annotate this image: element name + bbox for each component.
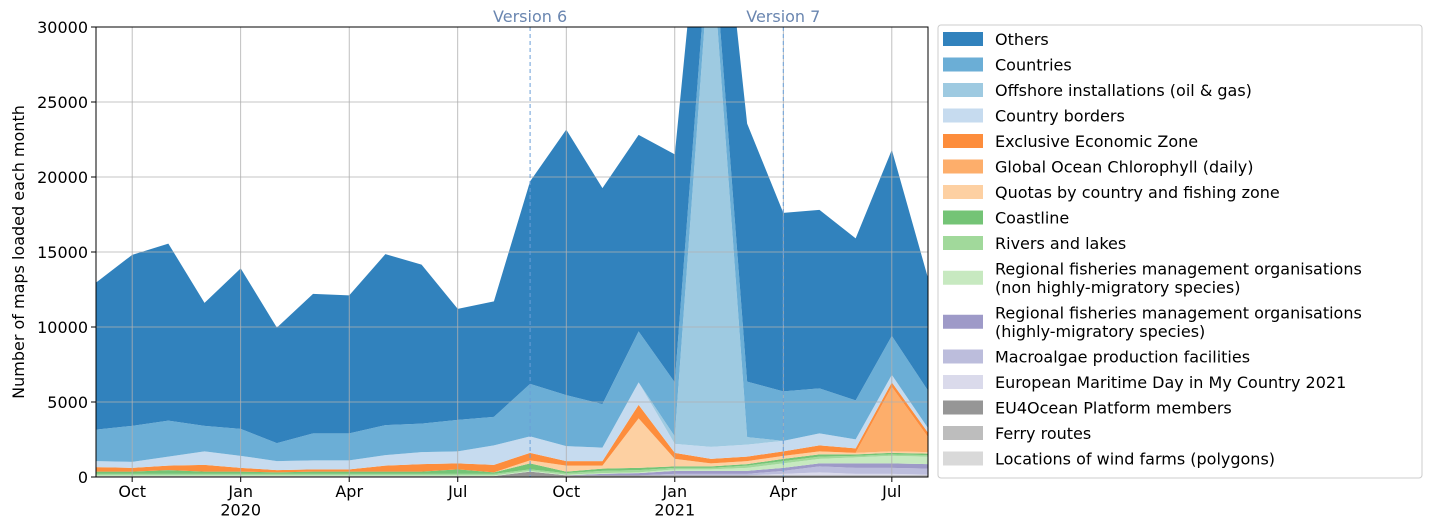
- annotation: Version 7: [746, 7, 820, 26]
- y-tick-label: 15000: [37, 243, 88, 262]
- y-tick-label: 20000: [37, 168, 88, 187]
- legend-swatch: [943, 426, 983, 440]
- legend-label: Macroalgae production facilities: [995, 348, 1250, 367]
- y-tick-label: 5000: [47, 393, 88, 412]
- legend-swatch: [943, 83, 983, 97]
- x-tick-label: Jul: [447, 482, 467, 501]
- legend-label: Offshore installations (oil & gas): [995, 81, 1252, 100]
- legend-label: Ferry routes: [995, 424, 1091, 443]
- legend-label: European Maritime Day in My Country 2021: [995, 373, 1346, 392]
- legend-label: Exclusive Economic Zone: [995, 132, 1198, 151]
- plot-area: [96, 0, 928, 477]
- legend-label: Others: [995, 30, 1049, 49]
- legend-swatch: [943, 350, 983, 364]
- y-tick-label: 30000: [37, 18, 88, 37]
- legend-swatch: [943, 109, 983, 123]
- legend-swatch: [943, 375, 983, 389]
- legend-label: Countries: [995, 56, 1072, 75]
- legend-swatch: [943, 32, 983, 46]
- legend-swatch: [943, 211, 983, 225]
- legend-swatch: [943, 58, 983, 72]
- legend-swatch: [943, 134, 983, 148]
- legend-label: Quotas by country and fishing zone: [995, 183, 1280, 202]
- x-tick-label: Apr: [769, 482, 797, 501]
- legend-swatch: [943, 236, 983, 250]
- legend-label: Global Ocean Chlorophyll (daily): [995, 158, 1254, 177]
- legend-label: EU4Ocean Platform members: [995, 399, 1232, 418]
- legend-label: Rivers and lakes: [995, 234, 1126, 253]
- x-tick-label: Jul: [881, 482, 901, 501]
- legend-swatch: [943, 401, 983, 415]
- legend-label: Locations of wind farms (polygons): [995, 450, 1275, 469]
- legend-label: Coastline: [995, 209, 1069, 228]
- legend-swatch: [943, 315, 983, 329]
- annotation: Version 6: [493, 7, 567, 26]
- legend-swatch: [943, 160, 983, 174]
- y-axis-label: Number of maps loaded each month: [9, 105, 28, 399]
- x-tick-label: Oct: [552, 482, 580, 501]
- legend-swatch: [943, 271, 983, 285]
- legend-swatch: [943, 452, 983, 466]
- area: [96, 0, 928, 443]
- x-tick-label: Oct: [118, 482, 146, 501]
- x-tick-label: Apr: [335, 482, 363, 501]
- y-tick-label: 25000: [37, 93, 88, 112]
- y-tick-label: 10000: [37, 318, 88, 337]
- y-tick-label: 0: [78, 468, 88, 487]
- legend-swatch: [943, 185, 983, 199]
- legend-label: Country borders: [995, 107, 1125, 126]
